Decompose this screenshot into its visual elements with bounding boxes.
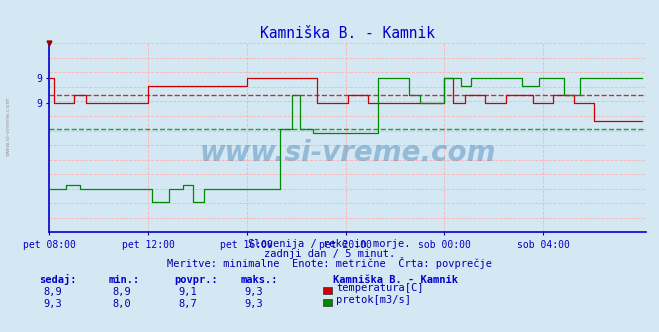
Text: 8,0: 8,0 <box>113 299 131 309</box>
Text: povpr.:: povpr.: <box>175 275 218 285</box>
Text: pretok[m3/s]: pretok[m3/s] <box>336 295 411 305</box>
Text: 9,3: 9,3 <box>244 287 263 297</box>
Text: Slovenija / reke in morje.: Slovenija / reke in morje. <box>248 239 411 249</box>
Text: 8,7: 8,7 <box>179 299 197 309</box>
Text: temperatura[C]: temperatura[C] <box>336 283 424 293</box>
Title: Kamniška B. - Kamnik: Kamniška B. - Kamnik <box>260 26 435 41</box>
Text: zadnji dan / 5 minut.: zadnji dan / 5 minut. <box>264 249 395 259</box>
Text: www.si-vreme.com: www.si-vreme.com <box>200 139 496 167</box>
Text: 9,3: 9,3 <box>244 299 263 309</box>
Text: 8,9: 8,9 <box>43 287 62 297</box>
Text: www.si-vreme.com: www.si-vreme.com <box>5 96 11 156</box>
Text: 9,1: 9,1 <box>179 287 197 297</box>
Text: 9,3: 9,3 <box>43 299 62 309</box>
Text: sedaj:: sedaj: <box>40 274 77 285</box>
Text: min.:: min.: <box>109 275 140 285</box>
Text: maks.:: maks.: <box>241 275 278 285</box>
Text: Meritve: minimalne  Enote: metrične  Črta: povprečje: Meritve: minimalne Enote: metrične Črta:… <box>167 257 492 269</box>
Text: Kamniška B. - Kamnik: Kamniška B. - Kamnik <box>333 275 458 285</box>
Text: 8,9: 8,9 <box>113 287 131 297</box>
